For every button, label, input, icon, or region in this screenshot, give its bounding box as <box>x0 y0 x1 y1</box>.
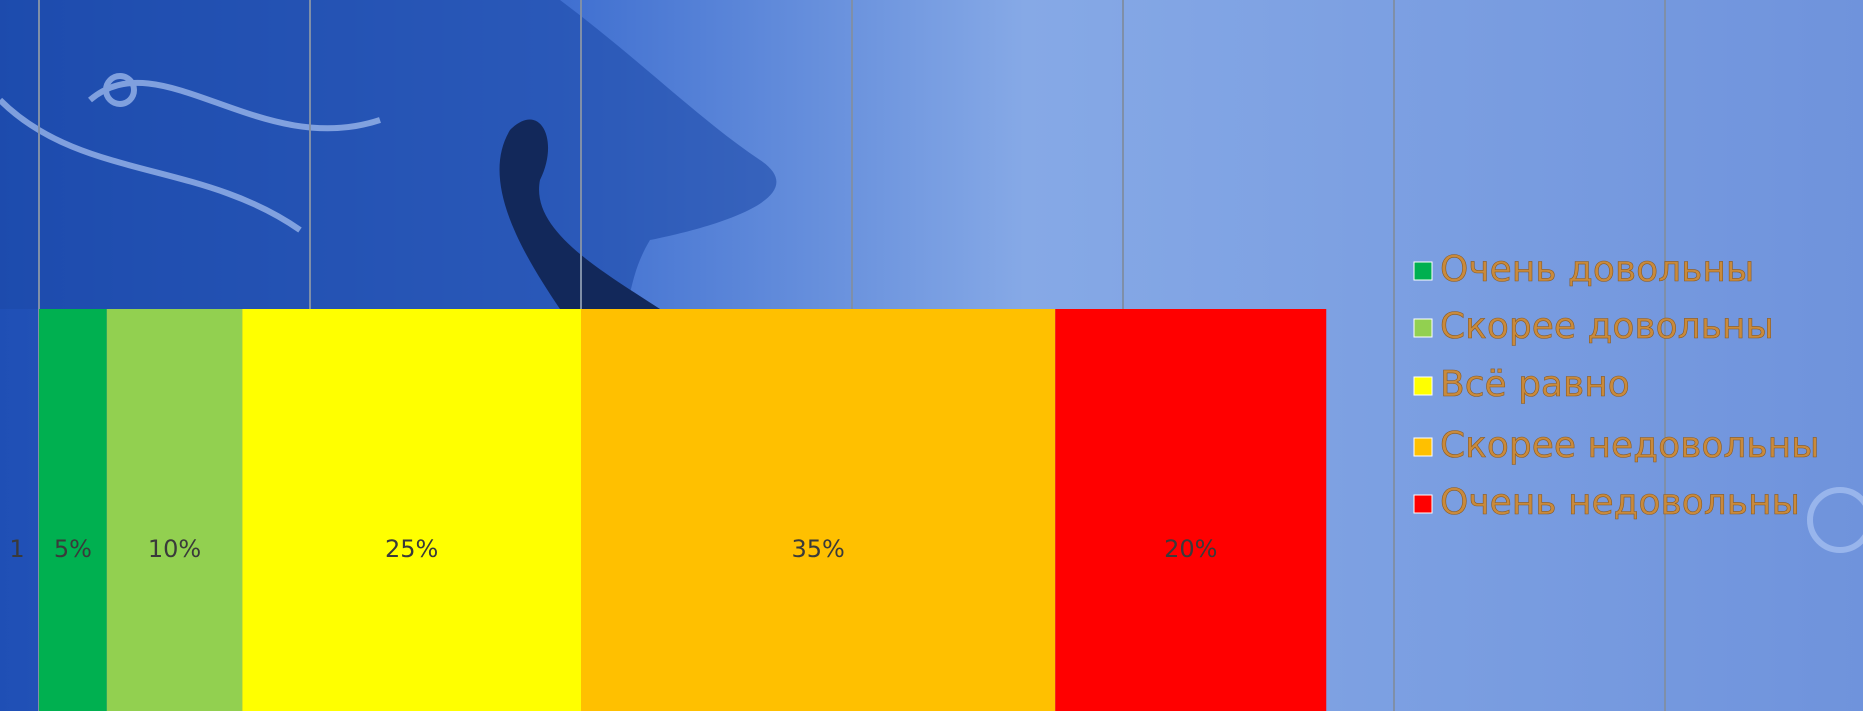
legend-label: Скорее довольны <box>1440 306 1774 347</box>
legend-label: Всё равно <box>1440 364 1630 405</box>
data-label: 5% <box>54 535 92 563</box>
bar-segment <box>242 309 581 711</box>
legend-swatch <box>1413 261 1433 281</box>
data-label: 20% <box>1164 535 1217 563</box>
y-tick-label: 1 <box>9 535 24 563</box>
decoration <box>0 73 1863 553</box>
legend-swatch <box>1413 376 1433 396</box>
data-label: 25% <box>385 535 438 563</box>
bar-segment <box>581 309 1056 711</box>
legend-label: Скорее недовольны <box>1440 425 1820 466</box>
legend-swatch <box>1413 318 1433 338</box>
legend-label: Очень довольны <box>1440 249 1754 290</box>
bar-segment <box>39 309 107 711</box>
decoration <box>499 119 660 309</box>
legend-swatch <box>1413 437 1433 457</box>
legend-swatch <box>1413 494 1433 514</box>
data-label: 35% <box>791 535 844 563</box>
bar-segment <box>106 309 243 711</box>
legend-label: Очень недовольны <box>1440 482 1800 523</box>
data-label: 10% <box>148 535 201 563</box>
bar-segment <box>1055 309 1327 711</box>
decoration <box>0 0 777 312</box>
